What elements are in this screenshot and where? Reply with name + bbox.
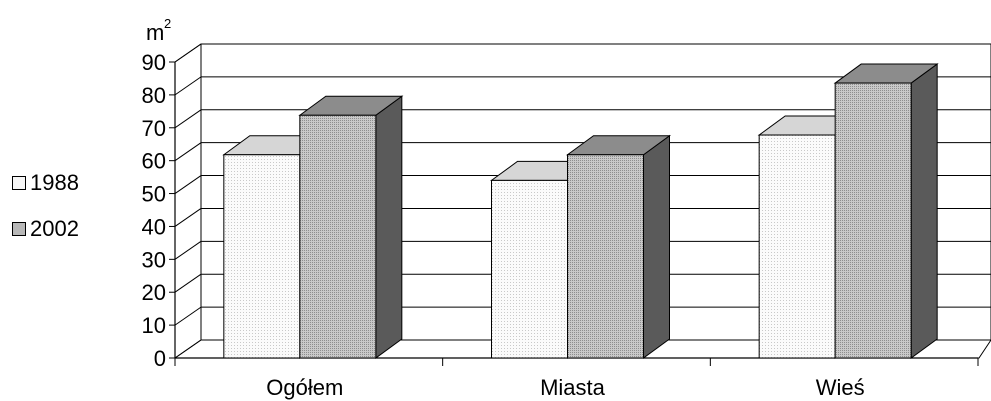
legend-swatch-2002 [12, 222, 26, 236]
side-gridline [174, 273, 202, 293]
bar-front-face [758, 134, 836, 359]
bar-2002-Ogółem [298, 95, 404, 359]
side-gridline [174, 306, 202, 326]
legend: 1988 2002 [12, 170, 79, 262]
bar-front-face [491, 179, 568, 359]
bar-side-face [910, 63, 938, 359]
y-tick-label: 10 [142, 313, 166, 338]
y-tick-label: 80 [142, 83, 166, 108]
y-axis-unit: m [146, 20, 164, 45]
side-gridline [174, 142, 202, 162]
bar-side-face [643, 134, 670, 359]
legend-label-2002: 2002 [30, 216, 79, 241]
bar-front-face [567, 154, 644, 359]
side-gridline [174, 175, 202, 194]
side-wall-top-edge [174, 43, 202, 63]
legend-item-2002: 2002 [12, 216, 79, 242]
x-tick-label: Wieś [816, 375, 865, 400]
y-tick-labels: 0 10 20 30 40 50 60 70 80 90 [142, 50, 166, 371]
side-gridline [174, 208, 202, 227]
x-tick-labels: Ogółem Miasta Wieś [266, 375, 864, 400]
y-tick-label: 60 [142, 149, 166, 174]
bar-front-face [834, 82, 912, 359]
legend-label-1988: 1988 [30, 170, 79, 195]
x-tick-label: Ogółem [266, 375, 343, 400]
bar-front-face [299, 114, 377, 359]
y-tick-label: 20 [142, 280, 166, 305]
y-tick-label: 70 [142, 116, 166, 141]
bar-2002-Wieś [833, 63, 939, 359]
side-gridline [174, 240, 202, 260]
side-gridline [174, 339, 202, 359]
bars [222, 63, 939, 359]
legend-item-1988: 1988 [12, 170, 79, 196]
side-gridline [174, 109, 202, 129]
y-axis-unit-superscript: 2 [164, 16, 171, 31]
y-tick-label: 90 [142, 50, 166, 75]
bar-front-face [223, 154, 301, 359]
y-tick-label: 40 [142, 214, 166, 239]
side-gridline [174, 76, 202, 96]
x-tick-label: Miasta [540, 375, 606, 400]
bar-side-face [375, 95, 403, 359]
bar-2002-Miasta [565, 134, 672, 359]
y-tick-label: 50 [142, 182, 166, 207]
y-tick-label: 0 [154, 346, 166, 371]
y-tick-label: 30 [142, 247, 166, 272]
legend-swatch-1988 [12, 176, 26, 190]
